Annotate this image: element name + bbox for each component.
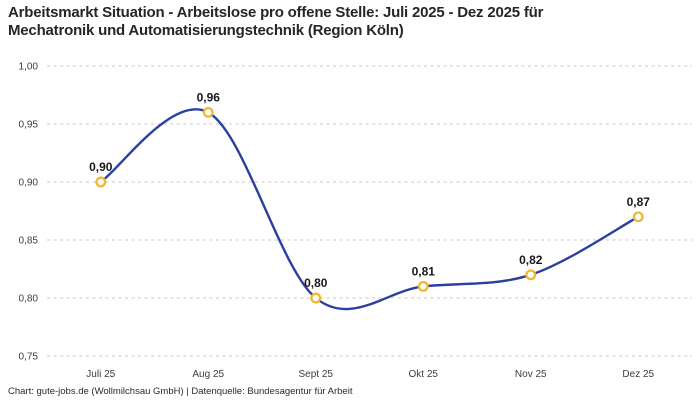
y-axis-tick-label: 0,95 — [19, 120, 39, 131]
x-axis-tick-label: Okt 25 — [409, 369, 439, 380]
data-point-marker[interactable] — [417, 280, 429, 292]
x-axis-tick-label: Sept 25 — [299, 369, 334, 380]
data-point-marker[interactable] — [632, 211, 644, 223]
data-point-label: 0,82 — [519, 253, 543, 267]
y-axis-tick-label: 0,90 — [19, 178, 39, 189]
data-point-marker[interactable] — [310, 292, 322, 304]
data-point-label: 0,96 — [197, 90, 221, 104]
chart-title-line1: Arbeitsmarkt Situation - Arbeitslose pro… — [8, 4, 544, 21]
data-point-marker[interactable] — [525, 269, 537, 281]
y-axis-tick-label: 0,80 — [19, 294, 39, 305]
x-axis-tick-label: Aug 25 — [192, 369, 224, 380]
y-axis-tick-label: 0,85 — [19, 236, 39, 247]
data-point-label: 0,90 — [89, 160, 113, 174]
data-point-label: 0,87 — [627, 195, 651, 209]
data-point-marker[interactable] — [95, 176, 107, 188]
y-axis-tick-label: 1,00 — [19, 62, 39, 73]
chart-title: Arbeitsmarkt Situation - Arbeitslose pro… — [8, 4, 668, 41]
x-axis-tick-label: Juli 25 — [86, 369, 115, 380]
line-series — [99, 108, 640, 311]
y-axis-tick-label: 0,75 — [19, 352, 39, 363]
x-axis-tick-label: Dez 25 — [622, 369, 654, 380]
data-point-label: 0,81 — [412, 264, 436, 278]
x-axis-tick-label: Nov 25 — [515, 369, 547, 380]
chart-footer: Chart: gute-jobs.de (Wollmilchsau GmbH) … — [8, 386, 353, 397]
data-point-label: 0,80 — [304, 276, 328, 290]
chart-title-line2: Mechatronik und Automatisierungstechnik … — [8, 22, 404, 40]
data-point-marker[interactable] — [202, 106, 214, 118]
